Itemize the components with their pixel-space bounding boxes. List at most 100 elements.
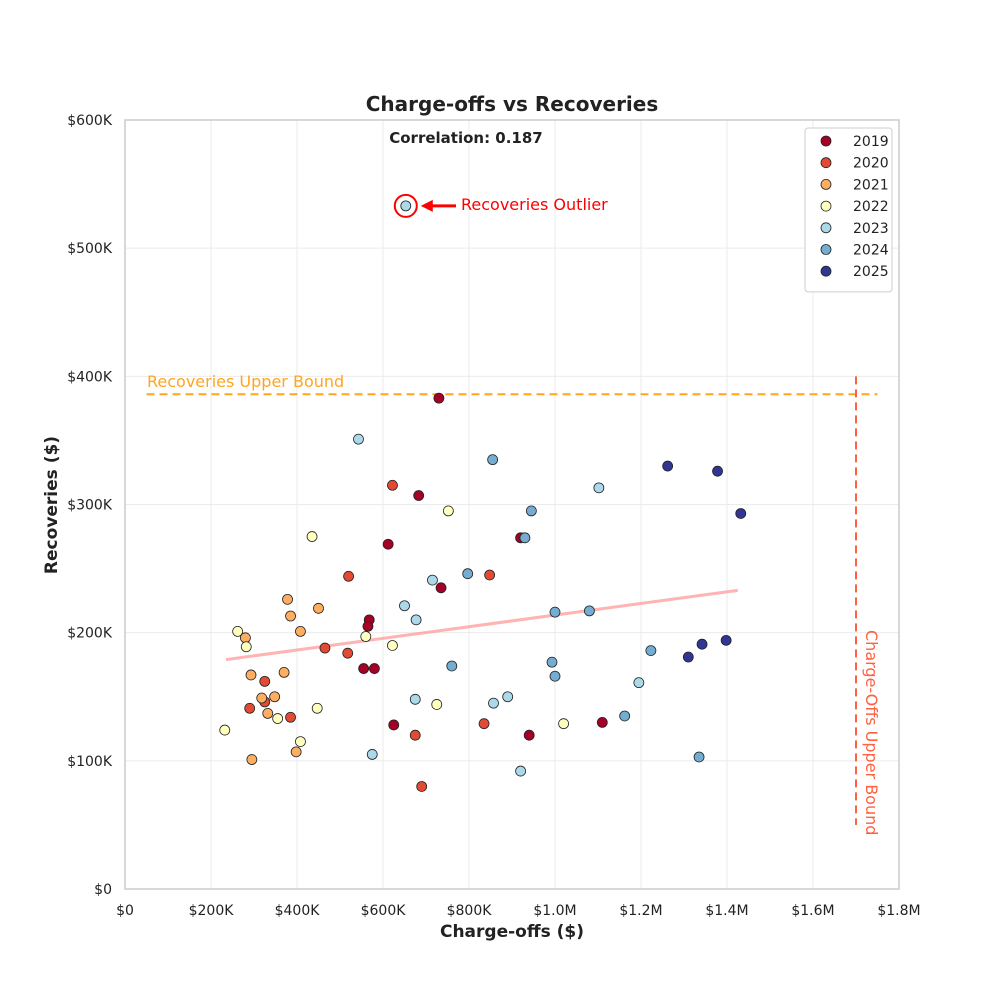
data-point-2022 — [240, 641, 252, 653]
data-point-2024 — [487, 454, 499, 466]
x-tick-label: $0 — [116, 903, 134, 919]
data-point-2022 — [431, 699, 443, 710]
data-point-2019 — [388, 719, 400, 731]
x-tick-label: $1.6M — [791, 903, 834, 919]
data-points — [219, 200, 747, 792]
data-point-2022 — [295, 736, 306, 748]
legend-marker-2025 — [820, 265, 832, 277]
data-point-2020 — [244, 702, 256, 714]
data-point-2020 — [342, 647, 354, 659]
data-point-2019 — [596, 716, 608, 728]
chart-title: Charge-offs vs Recoveries — [366, 92, 659, 116]
x-axis-label: Charge-offs ($) — [440, 922, 584, 942]
data-point-2024 — [525, 505, 537, 517]
legend-marker-2019 — [820, 135, 832, 147]
data-point-2021 — [245, 669, 257, 681]
data-point-2020 — [343, 570, 355, 582]
data-point-2019 — [523, 729, 535, 741]
data-point-2020 — [484, 569, 496, 581]
data-point-2022 — [272, 713, 284, 724]
x-tick-label: $600K — [361, 903, 407, 919]
legend-label-2023: 2023 — [853, 221, 889, 237]
data-point-2022 — [219, 724, 231, 736]
data-point-2024 — [519, 532, 531, 544]
legend-marker-2022 — [820, 200, 832, 212]
trendline — [225, 588, 738, 662]
data-point-2023 — [399, 600, 410, 612]
data-point-2020 — [387, 479, 398, 491]
data-point-2024 — [619, 710, 631, 722]
legend-marker-2023 — [820, 222, 832, 234]
data-point-2023 — [593, 482, 605, 494]
data-point-2023 — [633, 677, 645, 689]
data-point-2021 — [278, 666, 290, 678]
x-tick-label: $400K — [275, 903, 321, 919]
data-point-2019 — [433, 392, 445, 404]
legend-marker-2024 — [820, 244, 832, 255]
legend-label-2025: 2025 — [853, 264, 889, 280]
legend-marker-2021 — [820, 178, 832, 190]
legend-label-2021: 2021 — [853, 177, 889, 193]
y-tick-label: $200K — [67, 626, 113, 642]
data-point-2019 — [358, 663, 370, 674]
data-point-2023 — [410, 614, 422, 626]
recoveries-upper-bound-label: Recoveries Upper Bound — [147, 372, 344, 391]
data-point-2023 — [488, 697, 499, 709]
x-tick-label: $1.4M — [705, 903, 748, 919]
data-point-2022 — [311, 702, 323, 714]
chargeoffs-upper-bound-label: Charge-Offs Upper Bound — [862, 630, 881, 835]
data-point-2022 — [442, 505, 454, 517]
data-point-2022 — [558, 718, 569, 730]
data-point-2022 — [360, 631, 372, 642]
y-axis-ticks: $0 $100K $200K $300K $400K $500K $600K — [67, 113, 113, 898]
x-tick-label: $1.8M — [877, 903, 920, 919]
legend-label-2024: 2024 — [853, 243, 889, 259]
legend-label-2019: 2019 — [853, 134, 889, 150]
data-point-2022 — [232, 625, 244, 637]
outlier-annotation — [393, 193, 456, 218]
y-axis-label: Recoveries ($) — [42, 436, 62, 574]
legend-label-2022: 2022 — [853, 199, 889, 215]
data-point-2021 — [313, 602, 324, 614]
data-point-2025 — [662, 460, 674, 472]
data-point-2023 — [409, 693, 421, 705]
data-point-2020 — [285, 711, 296, 723]
data-point-2021 — [295, 625, 306, 637]
data-point-2020 — [409, 729, 421, 741]
x-tick-label: $200K — [189, 903, 235, 919]
data-point-2021 — [269, 691, 281, 703]
data-point-2019 — [435, 582, 447, 594]
data-point-2025 — [712, 465, 723, 477]
data-point-2024 — [549, 606, 561, 618]
x-tick-label: $800K — [447, 903, 493, 919]
y-tick-label: $0 — [94, 882, 112, 898]
data-point-2025 — [735, 508, 747, 519]
legend: 2019 2020 2021 2022 2023 2024 2025 — [804, 127, 893, 293]
data-point-2024 — [645, 645, 657, 657]
data-point-2022 — [387, 640, 398, 651]
data-point-2025 — [696, 638, 708, 650]
data-point-2020 — [319, 642, 331, 654]
data-point-2021 — [290, 746, 302, 758]
data-point-2025 — [682, 651, 694, 663]
y-tick-label: $300K — [67, 498, 113, 514]
data-point-2023 — [515, 765, 526, 777]
plot-frame — [124, 119, 900, 890]
legend-marker-2020 — [820, 157, 832, 169]
data-point-2024 — [584, 605, 595, 617]
y-tick-label: $600K — [67, 113, 113, 129]
data-point-2023 — [366, 749, 378, 760]
y-tick-label: $500K — [67, 241, 113, 257]
data-point-2024 — [462, 568, 474, 580]
data-point-2021 — [282, 593, 293, 605]
data-point-2021 — [256, 692, 268, 704]
outlier-arrow-head — [420, 199, 433, 212]
data-point-2019 — [362, 620, 374, 632]
data-point-2024 — [546, 656, 558, 668]
data-point-2019 — [413, 490, 425, 501]
data-point-2021 — [285, 610, 296, 622]
data-point-2021 — [262, 708, 274, 719]
data-point-2020 — [259, 675, 271, 687]
data-point-2020 — [478, 718, 490, 730]
data-point-2024 — [549, 670, 561, 682]
